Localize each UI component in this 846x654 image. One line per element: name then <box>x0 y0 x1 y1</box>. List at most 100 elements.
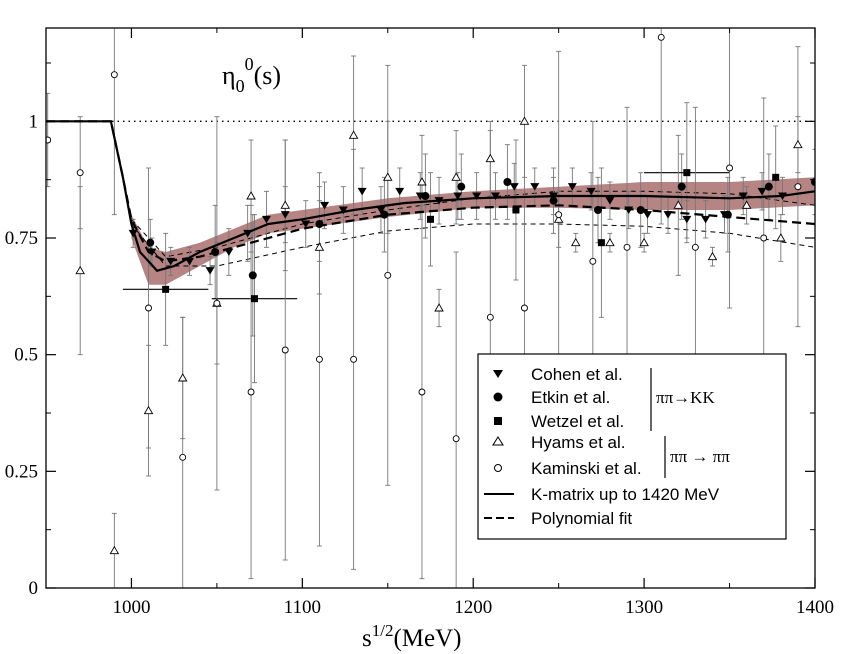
data-point-cohen <box>376 206 386 214</box>
data-point-kaminski <box>46 136 52 144</box>
data-point-etkin <box>315 220 324 228</box>
data-point-hyams <box>519 116 530 125</box>
legend-box <box>477 353 787 540</box>
x-tick-label: 1000 <box>112 597 150 618</box>
data-point-cohen <box>395 187 405 196</box>
legend-item-etkin: Etkin et al. <box>493 388 610 407</box>
data-point-hyams <box>434 303 444 312</box>
data-point-cohen <box>567 183 577 191</box>
data-point-kaminski <box>555 211 563 219</box>
legend-item-polynomial: Polynomial fit <box>484 509 632 528</box>
legend-label-cohen: Cohen et al. <box>531 365 623 384</box>
data-point-hyams <box>75 265 85 275</box>
data-point-hyams <box>417 177 427 186</box>
data-point-hyams <box>246 191 256 200</box>
data-point-kaminski <box>452 435 460 443</box>
process-label-kk: ππ→KK <box>656 388 715 407</box>
data-point-kaminski <box>521 304 528 312</box>
data-point-etkin <box>457 182 466 191</box>
xlabel-main: s <box>362 625 372 652</box>
data-point-wetzel <box>512 206 520 214</box>
data-point-hyams <box>553 214 564 223</box>
data-point-cohen <box>549 192 559 200</box>
xlabel-rest: (MeV) <box>393 625 461 652</box>
legend-marker-triangle-up-open <box>492 436 504 446</box>
x-tick-label: 1400 <box>796 597 834 618</box>
legend-marker-circle-open <box>494 464 502 472</box>
data-point-cohen <box>663 211 673 219</box>
data-point-etkin <box>146 238 155 247</box>
data-point-etkin <box>723 210 732 219</box>
data-point-hyams <box>485 153 496 163</box>
data-point-kaminski <box>794 183 802 191</box>
data-point-cohen <box>261 215 271 224</box>
plot-area <box>46 28 815 588</box>
data-point-kaminski <box>76 169 84 177</box>
data-point-hyams <box>314 242 325 251</box>
data-point-wetzel <box>597 239 605 247</box>
x-tick-label: 1300 <box>625 597 663 618</box>
data-point-hyams <box>348 130 359 139</box>
data-point-hyams <box>673 200 684 209</box>
data-point-cohen <box>643 211 653 219</box>
legend-marker-square-filled <box>494 417 502 425</box>
data-point-cohen <box>624 206 634 214</box>
data-point-kaminski <box>315 355 323 363</box>
data-point-kaminski <box>110 71 118 79</box>
data-point-kaminski <box>589 257 597 265</box>
data-point-hyams <box>741 200 752 209</box>
legend-item-hyams: Hyams et al. <box>492 433 625 452</box>
data-point-wetzel <box>250 295 258 303</box>
data-point-cohen <box>128 229 138 238</box>
y-tick-label: 1 <box>29 111 39 132</box>
data-point-cohen <box>205 267 215 275</box>
data-point-hyams <box>383 172 393 181</box>
axes: 1000 1100 1200 1300 1400 0 0.25 0.5 0.75 1 <box>5 28 834 618</box>
legend-item-kmatrix: K-matrix up to 1420 MeV <box>484 485 720 504</box>
data-point-wetzel <box>427 215 434 223</box>
data-point-hyams <box>570 237 581 247</box>
data-point-kaminski <box>418 388 426 396</box>
data-point-etkin <box>211 248 220 256</box>
x-tick-label: 1200 <box>454 597 492 618</box>
data-point-kaminski <box>726 164 734 172</box>
plot-frame <box>45 27 816 589</box>
data-point-cohen <box>530 183 540 191</box>
data-point-hyams <box>639 237 649 247</box>
chart-title: η00(s) <box>222 54 281 96</box>
process-label-pipi: ππ → ππ <box>670 447 730 466</box>
data-point-hyams <box>776 233 786 242</box>
legend-label-kmatrix: K-matrix up to 1420 MeV <box>531 485 720 504</box>
data-point-hyams <box>605 237 615 247</box>
data-point-kaminski <box>623 243 631 251</box>
data-point-cohen <box>453 192 463 200</box>
data-point-cohen <box>605 197 615 205</box>
data-point-kaminski <box>350 355 358 363</box>
data-point-cohen <box>147 248 157 256</box>
x-tick-label: 1100 <box>284 597 321 618</box>
data-point-etkin <box>764 182 773 191</box>
data-point-hyams <box>177 373 188 382</box>
data-point-cohen <box>472 192 482 200</box>
legend-item-cohen: Cohen et al. <box>493 365 623 384</box>
data-point-kaminski <box>179 453 187 461</box>
data-point-cohen <box>434 197 444 205</box>
uncertainty-band <box>131 177 815 285</box>
legend-label-hyams: Hyams et al. <box>531 433 625 452</box>
data-point-kaminski <box>145 304 152 312</box>
data-point-cohen <box>778 192 788 200</box>
data-point-hyams <box>280 200 291 209</box>
data-point-kaminski <box>691 243 699 251</box>
data-point-etkin <box>549 196 558 205</box>
data-point-wetzel <box>772 173 780 181</box>
legend-label-wetzel: Wetzel et al. <box>531 412 624 431</box>
data-point-kaminski <box>384 271 392 279</box>
data-point-cohen <box>320 201 330 210</box>
data-point-wetzel <box>162 285 170 293</box>
legend-label-polynomial: Polynomial fit <box>531 509 632 528</box>
legend-item-kaminski: Kaminski et al. <box>494 459 642 478</box>
y-tick-label: 0.5 <box>14 345 38 366</box>
title-main: η <box>222 61 236 90</box>
xlabel-sup: 1/2 <box>372 621 394 640</box>
